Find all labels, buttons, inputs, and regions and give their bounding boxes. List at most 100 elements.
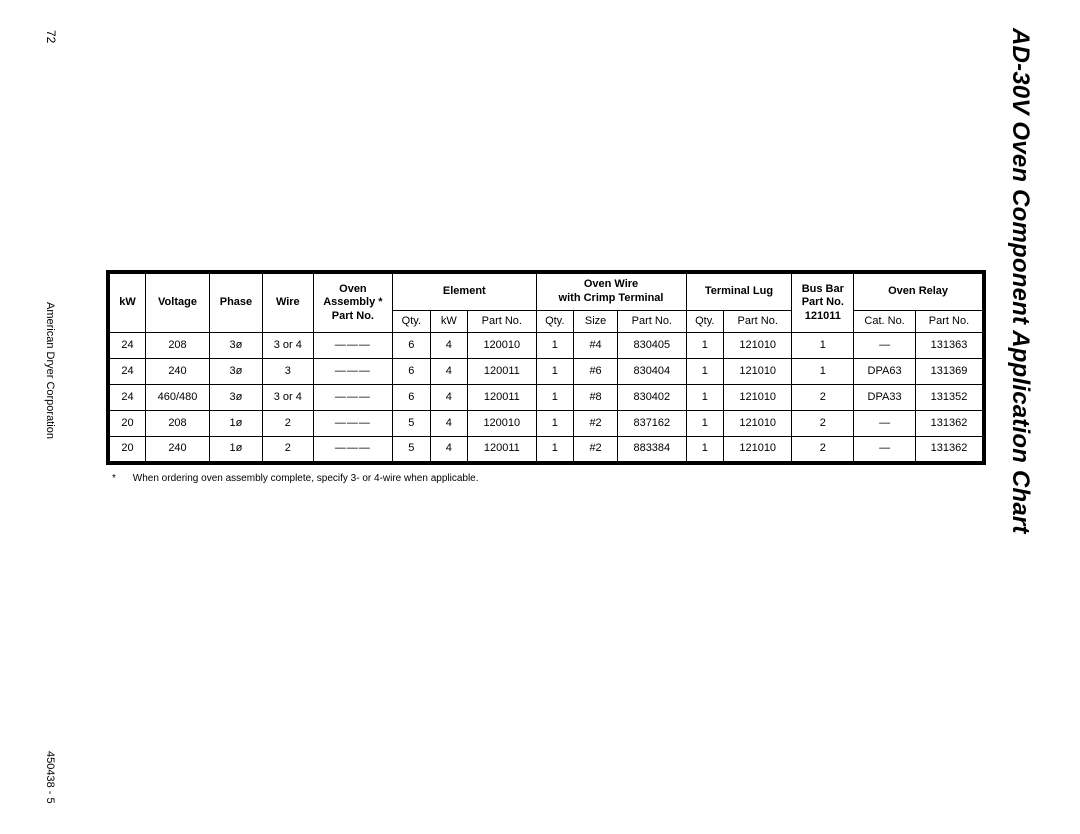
sub-el-part: Part No.	[468, 310, 536, 333]
sub-el-qty: Qty.	[393, 310, 431, 333]
page-number: 72	[44, 30, 58, 43]
oven-assembly-l3: Part No.	[317, 310, 389, 324]
cell-kw: 20	[108, 437, 146, 463]
col-wire: Wire	[262, 272, 313, 333]
cell-ow_size: #6	[574, 359, 618, 385]
bus-bar-l3: 121011	[795, 310, 850, 324]
cell-relay_part: 131362	[915, 437, 984, 463]
cell-assembly	[313, 437, 392, 463]
cell-voltage: 460/480	[146, 385, 210, 411]
cell-ow_qty: 1	[536, 333, 574, 359]
cell-kw: 20	[108, 411, 146, 437]
oven-assembly-l2: Assembly *	[317, 296, 389, 310]
oven-wire-l1: Oven Wire	[540, 278, 683, 292]
col-oven-assembly: Oven Assembly * Part No.	[313, 272, 392, 333]
table-row: 242083ø3 or 4641200101#483040511210101—1…	[108, 333, 984, 359]
cell-relay_part: 131352	[915, 385, 984, 411]
cell-ow_size: #2	[574, 437, 618, 463]
sub-tl-part: Part No.	[724, 310, 792, 333]
cell-kw: 24	[108, 359, 146, 385]
cell-el_qty: 6	[393, 333, 431, 359]
cell-voltage: 240	[146, 437, 210, 463]
sub-ow-part: Part No.	[618, 310, 686, 333]
cell-voltage: 240	[146, 359, 210, 385]
sub-tl-qty: Qty.	[686, 310, 724, 333]
cell-kw: 24	[108, 333, 146, 359]
cell-ow_size: #2	[574, 411, 618, 437]
oven-assembly-l1: Oven	[317, 283, 389, 297]
cell-bus: 1	[792, 333, 854, 359]
cell-ow_size: #8	[574, 385, 618, 411]
cell-tl_part: 121010	[724, 411, 792, 437]
bus-bar-l2: Part No.	[795, 296, 850, 310]
cell-ow_part: 830402	[618, 385, 686, 411]
cell-ow_qty: 1	[536, 437, 574, 463]
cell-tl_qty: 1	[686, 333, 724, 359]
cell-tl_part: 121010	[724, 333, 792, 359]
sub-relay-cat: Cat. No.	[854, 310, 916, 333]
page-title: AD-30V Oven Component Application Chart	[1006, 28, 1034, 534]
cell-el_qty: 5	[393, 411, 431, 437]
cell-el_qty: 6	[393, 359, 431, 385]
col-terminal-lug: Terminal Lug	[686, 272, 792, 310]
cell-ow_size: #4	[574, 333, 618, 359]
col-oven-wire: Oven Wire with Crimp Terminal	[536, 272, 686, 310]
cell-tl_part: 121010	[724, 385, 792, 411]
cell-phase: 3ø	[209, 385, 262, 411]
table-row: 242403ø3641200111#683040411210101DPA6313…	[108, 359, 984, 385]
cell-wire: 2	[262, 411, 313, 437]
cell-assembly	[313, 411, 392, 437]
cell-phase: 3ø	[209, 359, 262, 385]
table-row: 202081ø2541200101#283716211210102—131362	[108, 411, 984, 437]
cell-tl_qty: 1	[686, 411, 724, 437]
cell-relay_cat: —	[854, 411, 916, 437]
cell-phase: 1ø	[209, 437, 262, 463]
cell-kw: 24	[108, 385, 146, 411]
cell-voltage: 208	[146, 411, 210, 437]
cell-el_part: 120010	[468, 411, 536, 437]
table-body: 242083ø3 or 4641200101#483040511210101—1…	[108, 333, 984, 463]
cell-tl_qty: 1	[686, 359, 724, 385]
cell-phase: 1ø	[209, 411, 262, 437]
cell-ow_part: 830405	[618, 333, 686, 359]
bus-bar-l1: Bus Bar	[795, 283, 850, 297]
sub-relay-part: Part No.	[915, 310, 984, 333]
oven-wire-l2: with Crimp Terminal	[540, 292, 683, 306]
sub-ow-qty: Qty.	[536, 310, 574, 333]
cell-voltage: 208	[146, 333, 210, 359]
cell-phase: 3ø	[209, 333, 262, 359]
footnote-text: When ordering oven assembly complete, sp…	[133, 473, 479, 484]
sub-ow-size: Size	[574, 310, 618, 333]
col-element: Element	[393, 272, 536, 310]
cell-ow_part: 837162	[618, 411, 686, 437]
table-row: 202401ø2541200111#288338411210102—131362	[108, 437, 984, 463]
col-oven-relay: Oven Relay	[854, 272, 984, 310]
footnote-marker: *	[112, 473, 130, 484]
cell-el_kw: 4	[430, 333, 468, 359]
cell-ow_qty: 1	[536, 359, 574, 385]
cell-relay_part: 131363	[915, 333, 984, 359]
cell-bus: 1	[792, 359, 854, 385]
col-kw: kW	[108, 272, 146, 333]
cell-bus: 2	[792, 437, 854, 463]
cell-assembly	[313, 333, 392, 359]
footer-company: American Dryer Corporation	[44, 302, 56, 439]
cell-ow_part: 830404	[618, 359, 686, 385]
cell-wire: 3 or 4	[262, 385, 313, 411]
footer-docnum: 450438 - 5	[44, 751, 56, 804]
col-voltage: Voltage	[146, 272, 210, 333]
cell-el_kw: 4	[430, 437, 468, 463]
cell-tl_qty: 1	[686, 437, 724, 463]
cell-tl_qty: 1	[686, 385, 724, 411]
cell-wire: 2	[262, 437, 313, 463]
cell-relay_cat: DPA33	[854, 385, 916, 411]
table-head: kW Voltage Phase Wire Oven Assembly * Pa…	[108, 272, 984, 333]
cell-ow_qty: 1	[536, 411, 574, 437]
cell-wire: 3	[262, 359, 313, 385]
cell-relay_cat: —	[854, 437, 916, 463]
cell-el_part: 120011	[468, 359, 536, 385]
cell-el_kw: 4	[430, 385, 468, 411]
cell-relay_part: 131369	[915, 359, 984, 385]
cell-tl_part: 121010	[724, 359, 792, 385]
cell-relay_cat: DPA63	[854, 359, 916, 385]
